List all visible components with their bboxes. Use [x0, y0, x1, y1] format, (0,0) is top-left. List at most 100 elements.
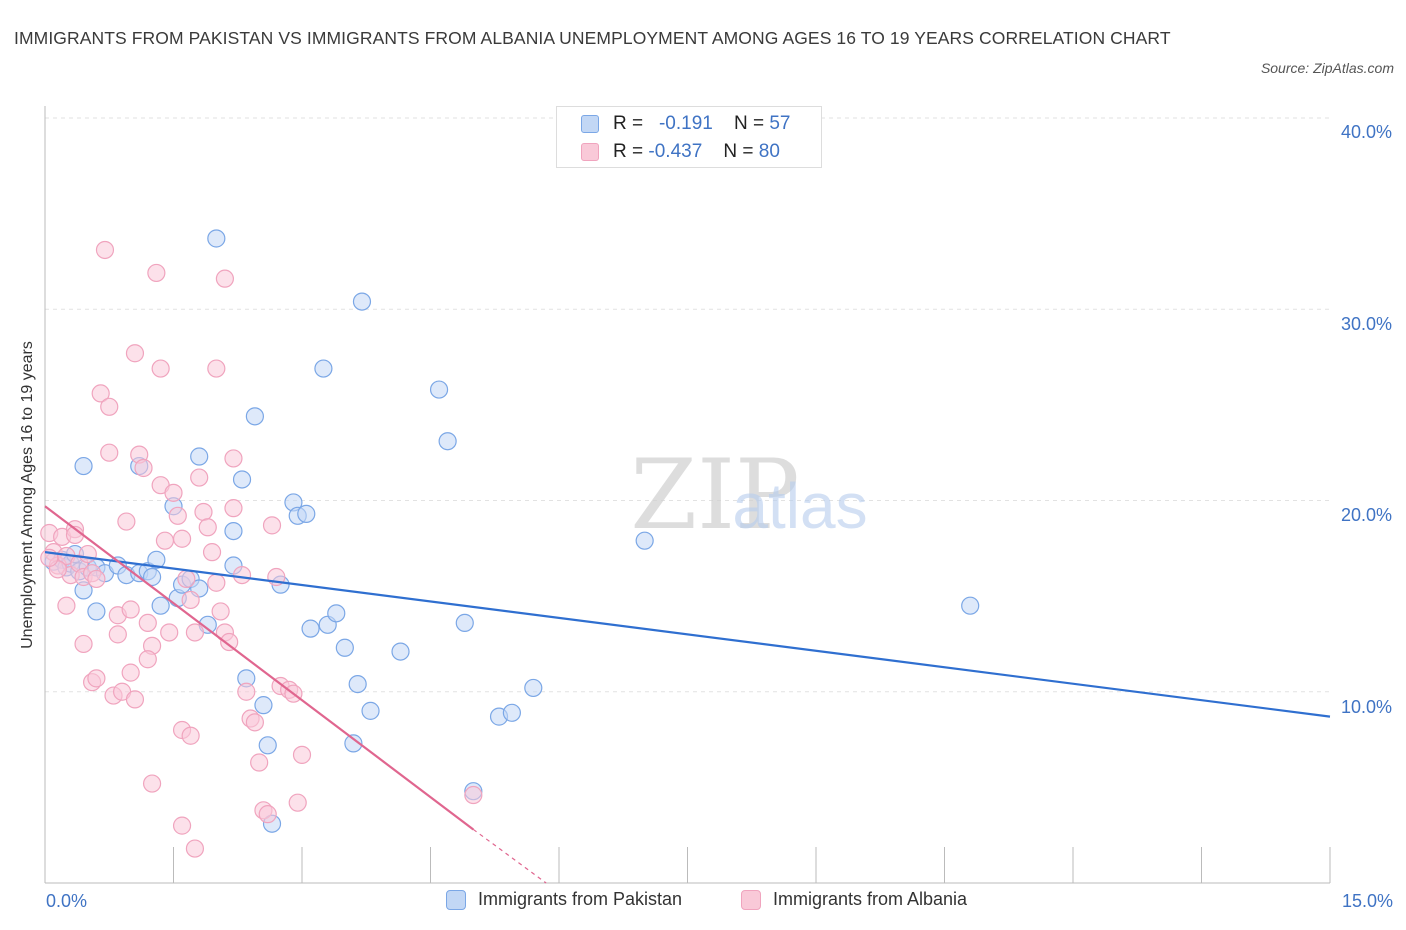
albania-point — [87, 569, 106, 589]
pakistan-point — [147, 550, 166, 569]
albania-point — [181, 726, 200, 745]
albania-point — [194, 502, 213, 522]
axes — [44, 106, 1331, 884]
albania-point — [202, 543, 222, 562]
albania-point — [224, 499, 243, 518]
albania-point — [138, 650, 157, 669]
legend-row-albania: R = -0.437 N = 80 — [581, 140, 780, 164]
legend-n-label: N = — [723, 141, 754, 162]
y-tick-label: 10.0% — [1340, 697, 1392, 717]
albania-point — [121, 663, 140, 682]
y-tick-label: 20.0% — [1340, 505, 1392, 525]
albania-point — [185, 623, 205, 642]
albania-point — [215, 269, 234, 288]
legend-swatch-albania — [741, 889, 761, 910]
chart-title: IMMIGRANTS FROM PAKISTAN VS IMMIGRANTS F… — [14, 28, 1171, 48]
pakistan-point — [352, 292, 372, 311]
pakistan-point — [335, 638, 354, 657]
legend-swatch-pakistan — [446, 889, 466, 910]
trend-lines — [44, 505, 1331, 884]
albania-point — [292, 745, 312, 764]
gridlines — [45, 117, 1330, 693]
y-tick-label: 30.0% — [1340, 314, 1392, 334]
albania-point — [155, 531, 175, 550]
albania-point — [207, 359, 226, 378]
pakistan-point — [254, 696, 273, 715]
watermark-atlas: atlas — [732, 470, 867, 542]
series-legend: Immigrants from Pakistan Immigrants from… — [0, 889, 1406, 915]
albania-point — [258, 805, 277, 824]
legend-r-value: -0.191 — [658, 113, 713, 134]
albania-point — [147, 263, 166, 283]
legend-r-value: -0.437 — [648, 141, 703, 162]
albania-point — [237, 682, 256, 701]
pakistan-point — [429, 380, 449, 399]
albania-point — [172, 529, 192, 548]
pakistan-point — [142, 567, 162, 587]
pakistan-point — [151, 596, 170, 615]
albania-point — [151, 359, 170, 378]
albania-point — [288, 793, 307, 812]
pakistan-point — [314, 359, 333, 378]
pakistan-point — [635, 531, 654, 550]
pakistan-point — [502, 703, 521, 722]
albania-point — [211, 602, 230, 621]
pakistan-point — [232, 470, 252, 489]
legend-r-label: R = — [613, 141, 644, 162]
pakistan-point — [297, 504, 316, 523]
albania-point — [95, 240, 115, 260]
albania-point — [198, 518, 217, 537]
pakistan-point — [438, 432, 457, 451]
watermark-zip: ZIP — [630, 439, 799, 551]
legend-n-label: N = — [733, 113, 765, 134]
pakistan-point — [348, 674, 367, 694]
legend-r-label: R = — [613, 113, 644, 134]
legend-label-pakistan: Immigrants from Pakistan — [478, 889, 683, 909]
albania-point — [220, 632, 239, 652]
albania-point — [100, 397, 119, 416]
albania-point — [464, 785, 483, 805]
albania-point — [207, 573, 226, 592]
pakistan-point — [361, 701, 380, 720]
albania-point — [78, 544, 97, 564]
albania-point — [160, 623, 179, 642]
pakistan-point — [327, 604, 346, 623]
albania-point — [108, 625, 127, 644]
albania-point — [125, 344, 145, 363]
legend-n-value: 80 — [758, 141, 780, 162]
albania-trend-line — [44, 505, 474, 831]
pakistan-point — [961, 596, 980, 615]
albania-trend-extension — [472, 828, 547, 884]
pakistan-trend-line — [44, 551, 1331, 718]
albania-point — [172, 816, 192, 835]
pakistan-point — [74, 456, 93, 476]
pakistan-point — [207, 229, 226, 248]
pakistan-point — [524, 678, 543, 698]
y-tick-label: 40.0% — [1340, 122, 1392, 142]
legend-item-pakistan[interactable]: Immigrants from Pakistan — [446, 889, 682, 910]
albania-point — [121, 600, 140, 619]
legend-row-pakistan: R = -0.191 N = 57 — [581, 112, 790, 136]
albania-point — [74, 634, 93, 654]
albania-point — [250, 753, 269, 772]
legend-item-albania[interactable]: Immigrants from Albania — [741, 889, 967, 910]
albania-point — [224, 449, 243, 468]
albania-point — [232, 565, 252, 585]
pakistan-point — [344, 734, 363, 753]
albania-point — [138, 613, 157, 633]
stats-legend: R = -0.191 N = 57 R = -0.437 N = 80 — [556, 106, 822, 168]
pakistan-point — [87, 602, 106, 621]
albania-point — [87, 669, 106, 688]
pakistan-point — [391, 642, 410, 661]
data-points — [40, 229, 980, 858]
pakistan-point — [245, 407, 264, 426]
albania-point — [142, 774, 162, 793]
albania-point — [164, 483, 183, 502]
albania-point — [168, 506, 187, 525]
albania-point — [245, 713, 264, 732]
albania-point — [100, 443, 119, 462]
albania-point — [185, 839, 205, 858]
albania-point — [57, 596, 76, 615]
pakistan-point — [301, 619, 320, 638]
